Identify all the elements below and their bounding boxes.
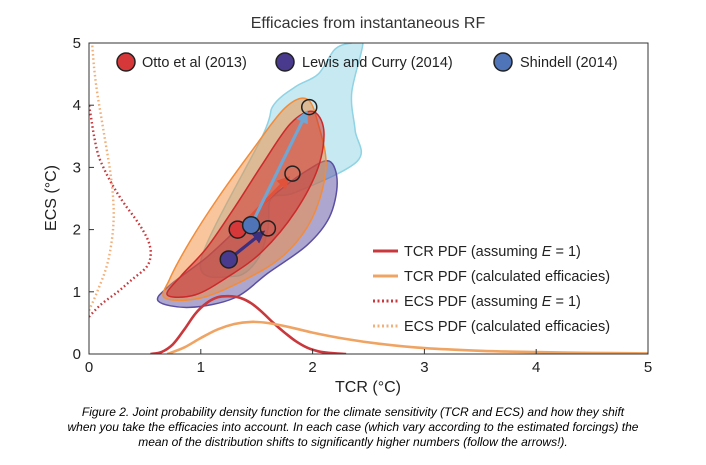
legend-label-lewis: Lewis and Curry (2014)	[302, 55, 453, 71]
y-axis-label: ECS (°C)	[43, 165, 60, 231]
y-tick-label-4: 4	[73, 97, 81, 114]
y-tick-label-5: 5	[73, 35, 81, 52]
marker-adjusted-shindell-2014	[300, 98, 318, 116]
marker-adjusted-otto-et-al-2013	[284, 165, 301, 182]
marker-adjusted-lewis-and-curry-2014	[259, 220, 277, 237]
caption-line-3: mean of the distribution shifts to signi…	[138, 435, 568, 449]
chart: Efficacies from instantaneous RF 0 1 2 3 4 50…	[43, 15, 653, 396]
x-tick-label-5: 5	[644, 359, 652, 376]
legend-label-ecs-calc: ECS PDF (calculated efficacies)	[404, 319, 610, 335]
curve-tcr-pdf-calculated-efficacies	[166, 320, 648, 354]
legend-label-tcr-e1: TCR PDF (assuming E = 1)	[404, 244, 581, 260]
density-regions	[156, 43, 364, 309]
y-tick-label-1: 1	[73, 284, 81, 301]
shift-arrow-shindell-2014	[249, 110, 309, 226]
x-tick-label-0: 0	[85, 359, 93, 376]
chart-title: Efficacies from instantaneous RF	[251, 15, 486, 32]
curve-ecs-pdf-calculated-efficacies	[89, 43, 115, 311]
curve-ecs-pdf-assuming-e-1	[89, 105, 152, 318]
legend-label-tcr-calc: TCR PDF (calculated efficacies)	[404, 269, 610, 285]
marker-shindell-2014	[241, 215, 261, 235]
x-tick-label-1: 1	[197, 359, 205, 376]
y-tick-label-3: 3	[73, 159, 81, 176]
study-markers	[219, 98, 318, 269]
x-axis-label: TCR (°C)	[335, 379, 401, 396]
y-tick-label-0: 0	[73, 346, 81, 363]
curve-tcr-pdf-assuming-e-1	[150, 294, 347, 354]
x-tick-label-2: 2	[308, 359, 316, 376]
x-tick-label-3: 3	[420, 359, 428, 376]
legend-label-ecs-e1: ECS PDF (assuming E = 1)	[404, 294, 581, 310]
caption-line-1: Figure 2. Joint probability density func…	[81, 405, 625, 419]
x-tick-label-4: 4	[532, 359, 540, 376]
pdf-curves	[89, 43, 648, 354]
y-tick-label-2: 2	[73, 222, 81, 239]
figure-caption: Figure 2. Joint probability density func…	[0, 405, 706, 450]
axis-ticks: 0 1 2 3 4 5 0 1 2 3 4 5	[73, 35, 653, 376]
legend-marker-shindell	[493, 52, 513, 72]
plot-frame	[88, 42, 649, 355]
caption-line-2: when you take the efficacies into accoun…	[67, 420, 639, 434]
legend-label-otto: Otto et al (2013)	[142, 55, 247, 71]
legend-marker-otto	[116, 52, 136, 72]
legend-marker-lewis	[275, 52, 295, 72]
legend-label-shindell: Shindell (2014)	[520, 55, 618, 71]
marker-lewis-and-curry-2014	[219, 250, 238, 269]
